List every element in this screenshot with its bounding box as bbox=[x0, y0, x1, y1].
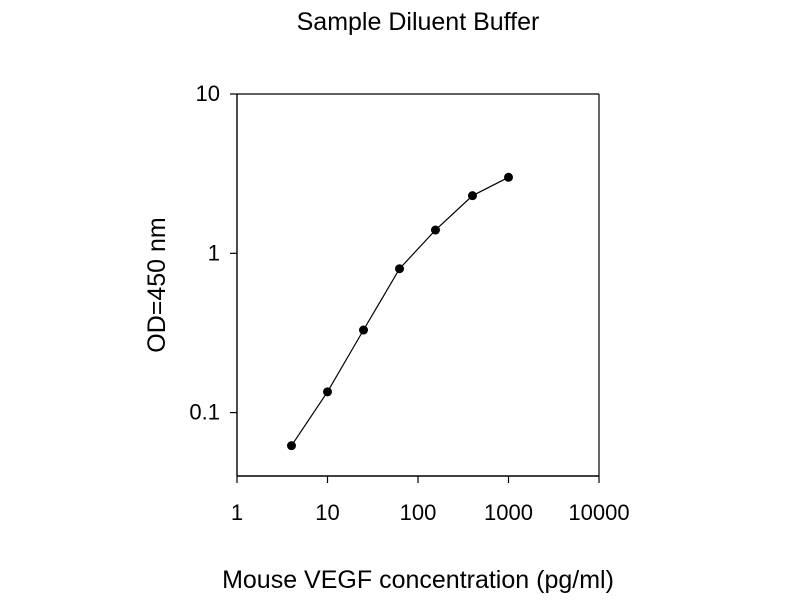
x-tick-label: 1000 bbox=[484, 500, 533, 525]
x-axis-ticks: 1 10 100 1000 10000 bbox=[231, 476, 630, 525]
data-point bbox=[467, 191, 477, 201]
y-tick-label: 1 bbox=[208, 240, 220, 265]
y-tick-label: 10 bbox=[196, 81, 220, 106]
x-tick-label: 10000 bbox=[568, 500, 629, 525]
data-point bbox=[323, 387, 332, 397]
x-tick-label: 100 bbox=[400, 500, 437, 525]
series-line bbox=[290, 176, 509, 447]
y-axis-ticks: 0.1 1 10 bbox=[189, 81, 237, 425]
data-point bbox=[286, 441, 296, 451]
data-point bbox=[395, 264, 405, 274]
x-axis-label: Mouse VEGF concentration (pg/ml) bbox=[222, 566, 614, 594]
data-point bbox=[504, 172, 513, 182]
series-points bbox=[286, 172, 513, 451]
x-tick-label: 1 bbox=[231, 500, 243, 525]
chart-title: Sample Diluent Buffer bbox=[297, 8, 540, 36]
y-axis-label: OD=450 nm bbox=[143, 217, 171, 353]
data-point bbox=[359, 325, 369, 335]
plot-frame bbox=[236, 93, 600, 477]
x-tick-label: 10 bbox=[315, 500, 339, 525]
y-tick-label: 0.1 bbox=[189, 400, 220, 425]
data-point bbox=[430, 225, 440, 235]
